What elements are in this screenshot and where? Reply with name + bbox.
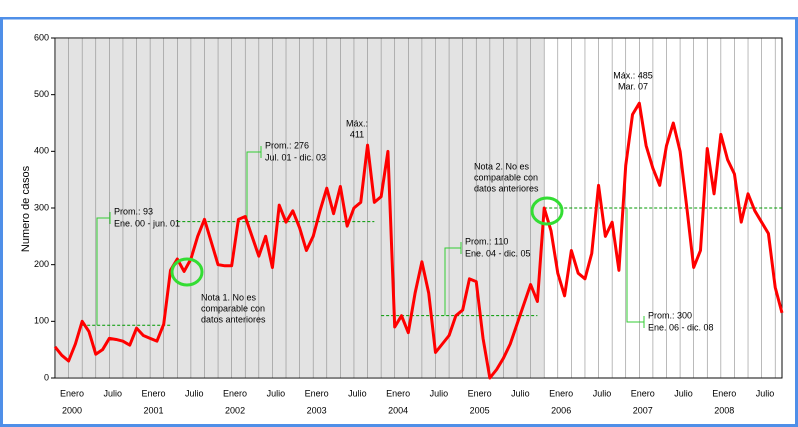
x-tick-label: Julio xyxy=(267,388,286,398)
y-tick-label: 500 xyxy=(34,89,49,99)
annotation: Máx.: xyxy=(346,118,368,128)
x-tick-label: Enero xyxy=(60,388,84,398)
x-tick-label: Julio xyxy=(185,388,204,398)
x-tick-label: Enero xyxy=(549,388,573,398)
year-label: 2004 xyxy=(388,405,408,415)
highlight xyxy=(530,196,564,226)
year-label: 2003 xyxy=(307,405,327,415)
x-tick-label: Julio xyxy=(511,388,530,398)
x-tick-label: Enero xyxy=(712,388,736,398)
x-tick-label: Enero xyxy=(305,388,329,398)
average-label: Jul. 01 - dic. 03 xyxy=(265,152,326,162)
average-label: Ene. 04 - dic. 05 xyxy=(465,248,531,258)
x-tick-label: Julio xyxy=(430,388,449,398)
y-tick-label: 100 xyxy=(34,316,49,326)
average-label: Prom.: 300 xyxy=(648,310,692,320)
annotation: Máx.: 485 xyxy=(613,70,653,80)
x-tick-label: Julio xyxy=(593,388,612,398)
x-tick-label: Enero xyxy=(631,388,655,398)
x-tick-label: Enero xyxy=(223,388,247,398)
average-label: Prom.: 93 xyxy=(114,206,153,216)
x-tick-label: Julio xyxy=(348,388,367,398)
average-leader xyxy=(246,151,261,222)
highlight xyxy=(170,257,204,287)
x-tick-label: Julio xyxy=(756,388,775,398)
year-label: 2006 xyxy=(551,405,571,415)
y-tick-label: 300 xyxy=(34,202,49,212)
frame xyxy=(0,16,798,427)
year-label: 2001 xyxy=(144,405,164,415)
x-tick-label: Julio xyxy=(104,388,123,398)
annotation: datos anteriores xyxy=(201,314,266,324)
annotation: comparable con xyxy=(201,303,265,313)
average-leader xyxy=(444,247,461,316)
average-label: Ene. 06 - dic. 08 xyxy=(648,322,714,332)
average-leader xyxy=(96,217,110,326)
average-label: Ene. 00 - jun. 01 xyxy=(114,218,180,228)
annotation: comparable con xyxy=(474,172,538,182)
annotation: Mar. 07 xyxy=(618,81,648,91)
y-tick-label: 400 xyxy=(34,146,49,156)
x-tick-label: Enero xyxy=(386,388,410,398)
annotation: Nota 1. No es xyxy=(201,292,257,302)
year-label: 2007 xyxy=(633,405,653,415)
average-label: Prom.: 276 xyxy=(265,140,309,150)
x-tick-label: Julio xyxy=(674,388,693,398)
data-line xyxy=(53,101,784,380)
y-tick-label: 200 xyxy=(34,259,49,269)
average-label: Prom.: 110 xyxy=(465,236,508,246)
year-label: 2005 xyxy=(470,405,490,415)
annotation: Nota 2. No es xyxy=(474,161,530,171)
x-tick-label: Enero xyxy=(142,388,166,398)
average-leader xyxy=(626,208,644,323)
y-tick-label: 0 xyxy=(44,372,49,382)
year-label: 2002 xyxy=(225,405,245,415)
y-tick-label: 600 xyxy=(34,32,49,42)
annotation: 411 xyxy=(350,129,364,139)
x-tick-label: Enero xyxy=(468,388,492,398)
top-band xyxy=(0,0,798,17)
y-axis-label: Numero de casos xyxy=(20,165,32,252)
year-label: 2008 xyxy=(714,405,734,415)
annotation: datos anteriores xyxy=(474,183,539,193)
year-label: 2000 xyxy=(62,405,82,415)
